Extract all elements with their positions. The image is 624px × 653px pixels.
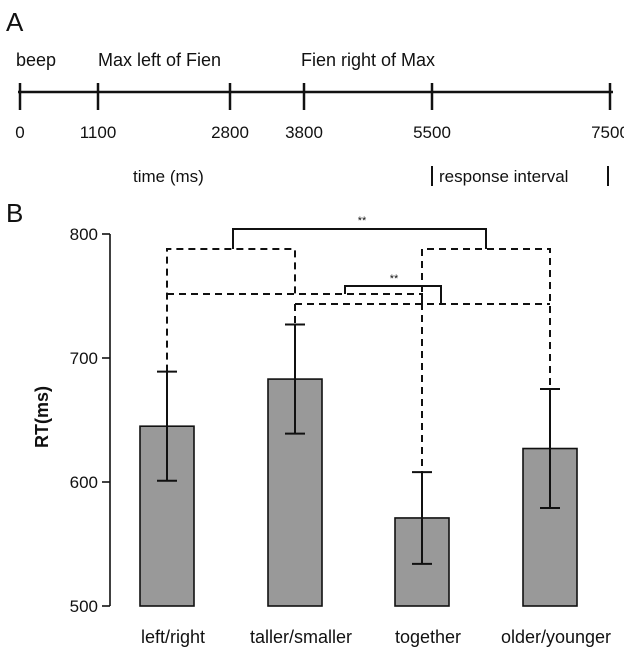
y-tick-label: 800 — [70, 225, 98, 244]
timeline-ticks: 0 1100 2800 3800 5500 7500 — [15, 83, 624, 142]
timeline-tick-label: 0 — [15, 123, 24, 142]
panel-b-letter: B — [6, 198, 23, 228]
time-axis-label: time (ms) — [133, 167, 204, 186]
timeline-events: beep Max left of Fien Fien right of Max — [16, 50, 435, 70]
timeline-panel: A beep Max left of Fien Fien right of Max … — [6, 7, 624, 186]
timeline-tick-label: 5500 — [413, 123, 451, 142]
significance-label: ** — [390, 273, 399, 285]
y-tick-label: 500 — [70, 597, 98, 616]
y-tick-label: 600 — [70, 473, 98, 492]
significance-label: ** — [358, 215, 367, 227]
group-connector-upper-left — [166, 248, 296, 372]
timeline-tick-label: 1100 — [80, 123, 117, 142]
timeline-event-label: Max left of Fien — [98, 50, 221, 70]
panel-a-letter: A — [6, 7, 24, 37]
significance-brackets: ** ** — [166, 215, 551, 473]
bars — [139, 378, 578, 607]
group-connector-upper-right — [421, 248, 551, 389]
y-axis-label: RT(ms) — [32, 386, 52, 448]
x-tick-label: older/younger — [501, 627, 611, 647]
y-ticks: 500 600 700 800 — [70, 225, 110, 616]
response-interval-label: response interval — [439, 167, 568, 186]
x-tick-label: left/right — [141, 627, 205, 647]
response-interval-marker: response interval — [431, 166, 609, 186]
x-tick-label: taller/smaller — [250, 627, 352, 647]
timeline-tick-label: 7500 — [591, 123, 624, 142]
timeline-tick-label: 2800 — [211, 123, 249, 142]
x-tick-label: together — [395, 627, 461, 647]
significance-bracket-upper — [232, 228, 487, 249]
timeline-tick-label: 3800 — [285, 123, 323, 142]
error-bars — [157, 323, 560, 565]
timeline-event-label: beep — [16, 50, 56, 70]
bar-chart-panel: B RT(ms) 500 600 700 800 ** ** left/right tal… — [6, 198, 611, 647]
y-tick-label: 700 — [70, 349, 98, 368]
timeline-event-label: Fien right of Max — [301, 50, 435, 70]
significance-bracket-lower — [344, 285, 442, 304]
x-tick-labels: left/right taller/smaller together older/yo… — [141, 627, 611, 647]
group-connector-lower-a — [167, 293, 423, 473]
